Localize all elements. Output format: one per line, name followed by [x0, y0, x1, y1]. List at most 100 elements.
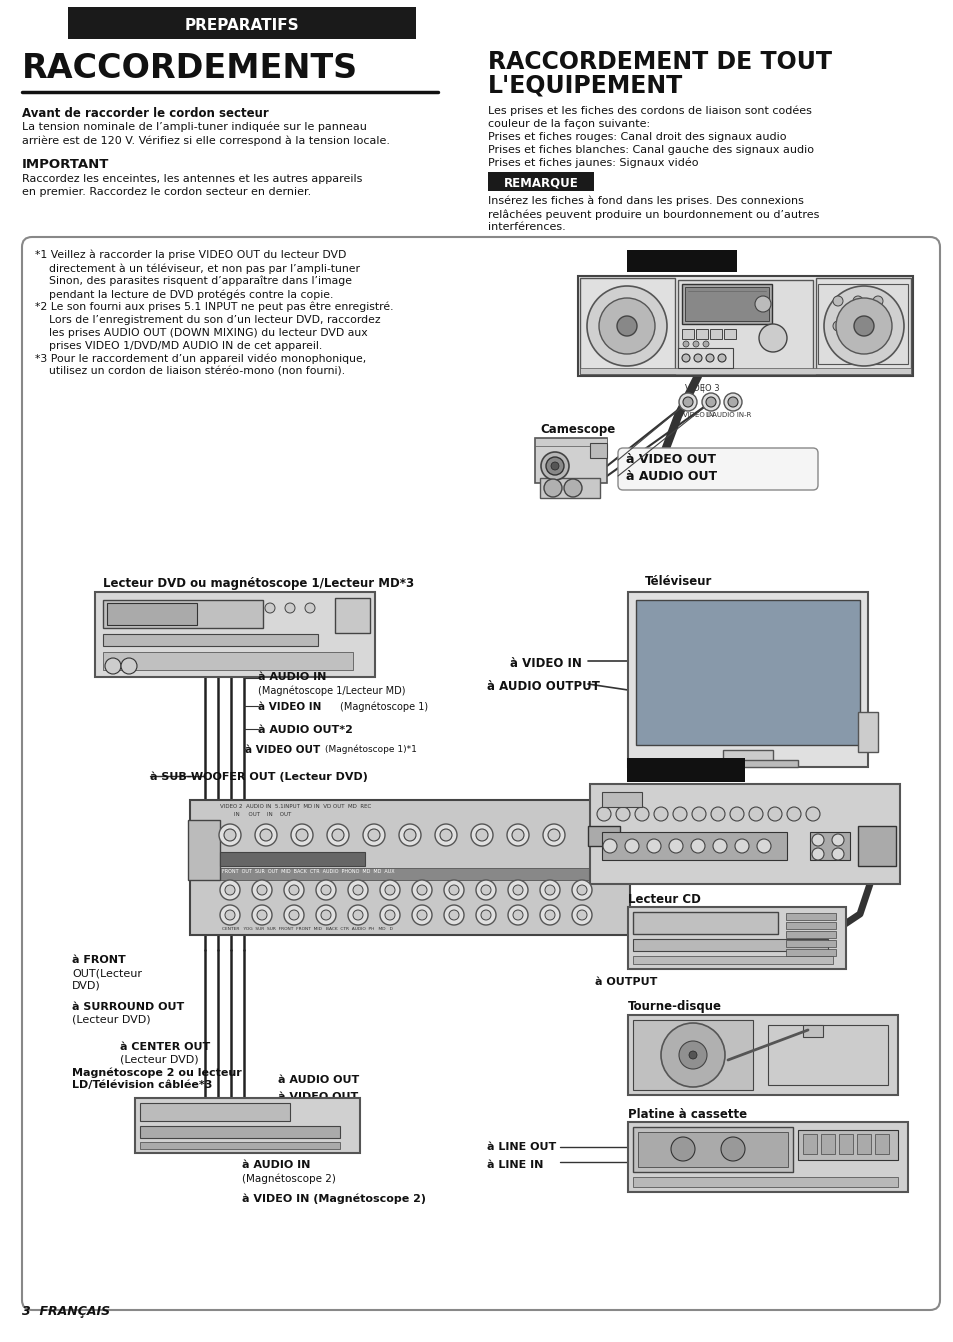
Circle shape: [260, 829, 272, 841]
Bar: [589, 443, 606, 458]
Circle shape: [348, 880, 368, 900]
Text: en premier. Raccordez le cordon secteur en dernier.: en premier. Raccordez le cordon secteur …: [22, 187, 311, 197]
Circle shape: [412, 905, 432, 925]
Circle shape: [853, 315, 873, 336]
Bar: [817, 285, 907, 364]
Bar: [698, 760, 797, 768]
Bar: [633, 913, 778, 934]
Text: directement à un téléviseur, et non pas par l’ampli-tuner: directement à un téléviseur, et non pas …: [35, 263, 359, 274]
Text: (Magnétoscope 1): (Magnétoscope 1): [339, 702, 428, 713]
Circle shape: [852, 321, 862, 331]
Text: Raccordez les enceintes, les antennes et les autres appareils: Raccordez les enceintes, les antennes et…: [22, 174, 362, 184]
Circle shape: [551, 462, 558, 470]
Bar: [709, 329, 721, 340]
FancyBboxPatch shape: [618, 448, 817, 490]
Bar: [627, 1122, 907, 1192]
Bar: [103, 652, 353, 670]
Bar: [589, 784, 899, 884]
Bar: [140, 1142, 339, 1149]
Circle shape: [285, 603, 294, 613]
Circle shape: [368, 829, 379, 841]
Bar: [140, 1103, 290, 1121]
Circle shape: [507, 880, 527, 900]
Circle shape: [682, 341, 688, 348]
Bar: [856, 1134, 870, 1154]
Circle shape: [832, 321, 842, 331]
Circle shape: [616, 807, 629, 821]
Circle shape: [219, 824, 241, 845]
Circle shape: [476, 905, 496, 925]
Circle shape: [577, 884, 586, 895]
Text: *3 Pour le raccordement d’un appareil vidéo monophonique,: *3 Pour le raccordement d’un appareil vi…: [35, 354, 366, 365]
Bar: [220, 868, 599, 880]
Bar: [633, 1177, 897, 1188]
Bar: [874, 1134, 888, 1154]
Text: CENTER   YOG  SUR  SUR  FRONT  FRONT  MID   BACK  CTR  AUDIO  PH   MD   D: CENTER YOG SUR SUR FRONT FRONT MID BACK …: [222, 927, 393, 931]
Circle shape: [121, 658, 137, 674]
Circle shape: [563, 479, 581, 497]
Bar: [579, 368, 910, 374]
Circle shape: [617, 315, 637, 336]
Circle shape: [439, 829, 452, 841]
Bar: [723, 329, 735, 340]
Bar: [785, 913, 835, 921]
Circle shape: [852, 297, 862, 306]
Circle shape: [710, 807, 724, 821]
Text: Magnétoscope 2 ou lecteur: Magnétoscope 2 ou lecteur: [71, 1067, 241, 1078]
Bar: [135, 1098, 359, 1153]
Circle shape: [832, 297, 842, 306]
Text: L: L: [192, 823, 198, 832]
Circle shape: [476, 880, 496, 900]
Bar: [535, 437, 606, 483]
Circle shape: [805, 807, 820, 821]
Circle shape: [507, 905, 527, 925]
Text: AUDIO: AUDIO: [191, 833, 209, 839]
Bar: [636, 600, 859, 745]
Text: 0000: 0000: [603, 794, 621, 800]
Text: FRONT  OUT  SUR  OUT  MID  BACK  CTR  AUDIO  PHONO  MD  MD  AUX: FRONT OUT SUR OUT MID BACK CTR AUDIO PHO…: [222, 870, 395, 874]
Text: (Magnétoscope 1/Lecteur MD): (Magnétoscope 1/Lecteur MD): [257, 684, 405, 695]
Bar: [857, 713, 877, 752]
Circle shape: [544, 884, 555, 895]
Text: pendant la lecture de DVD protégés contre la copie.: pendant la lecture de DVD protégés contr…: [35, 289, 333, 299]
Circle shape: [723, 393, 741, 411]
Bar: [633, 939, 827, 951]
Text: VIDEO 3: VIDEO 3: [684, 384, 719, 393]
Circle shape: [670, 1137, 695, 1161]
Circle shape: [480, 910, 491, 921]
Bar: [627, 1015, 897, 1095]
Text: PREPARATIFS: PREPARATIFS: [185, 17, 299, 32]
Circle shape: [688, 1051, 697, 1059]
Text: à VIDEO IN (Magnétoscope 2): à VIDEO IN (Magnétoscope 2): [242, 1193, 426, 1204]
Bar: [601, 832, 786, 860]
Text: à VIDEO IN: à VIDEO IN: [257, 702, 321, 713]
Circle shape: [476, 829, 488, 841]
Bar: [587, 825, 619, 845]
Circle shape: [449, 910, 458, 921]
Circle shape: [547, 829, 559, 841]
Bar: [681, 285, 771, 323]
Bar: [539, 478, 599, 498]
Bar: [785, 949, 835, 956]
Circle shape: [542, 824, 564, 845]
Text: Téléviseur: Téléviseur: [644, 574, 712, 588]
Circle shape: [692, 341, 699, 348]
Text: *2 Le son fourni aux prises 5.1 INPUT ne peut pas être enregistré.: *2 Le son fourni aux prises 5.1 INPUT ne…: [35, 302, 393, 313]
Text: à VIDEO OUT: à VIDEO OUT: [245, 745, 320, 756]
Circle shape: [705, 354, 713, 362]
Text: VIDEO 2  AUDIO IN  5.1INPUT  MD IN  VD OUT  MD  REC: VIDEO 2 AUDIO IN 5.1INPUT MD IN VD OUT M…: [220, 804, 371, 809]
Circle shape: [702, 341, 708, 348]
Circle shape: [435, 824, 456, 845]
Text: utilisez un cordon de liaison stéréo-mono (non fourni).: utilisez un cordon de liaison stéréo-mon…: [35, 366, 345, 377]
Circle shape: [679, 1041, 706, 1070]
Circle shape: [690, 839, 704, 854]
Text: SIGNA: SIGNA: [624, 825, 641, 831]
Text: à VIDEO IN: à VIDEO IN: [510, 658, 581, 670]
Text: RACCORDEMENT DE TOUT: RACCORDEMENT DE TOUT: [488, 50, 831, 74]
Circle shape: [691, 807, 705, 821]
Circle shape: [363, 824, 385, 845]
Bar: [107, 603, 196, 625]
Bar: [797, 1130, 897, 1159]
Circle shape: [759, 323, 786, 352]
Circle shape: [348, 905, 368, 925]
